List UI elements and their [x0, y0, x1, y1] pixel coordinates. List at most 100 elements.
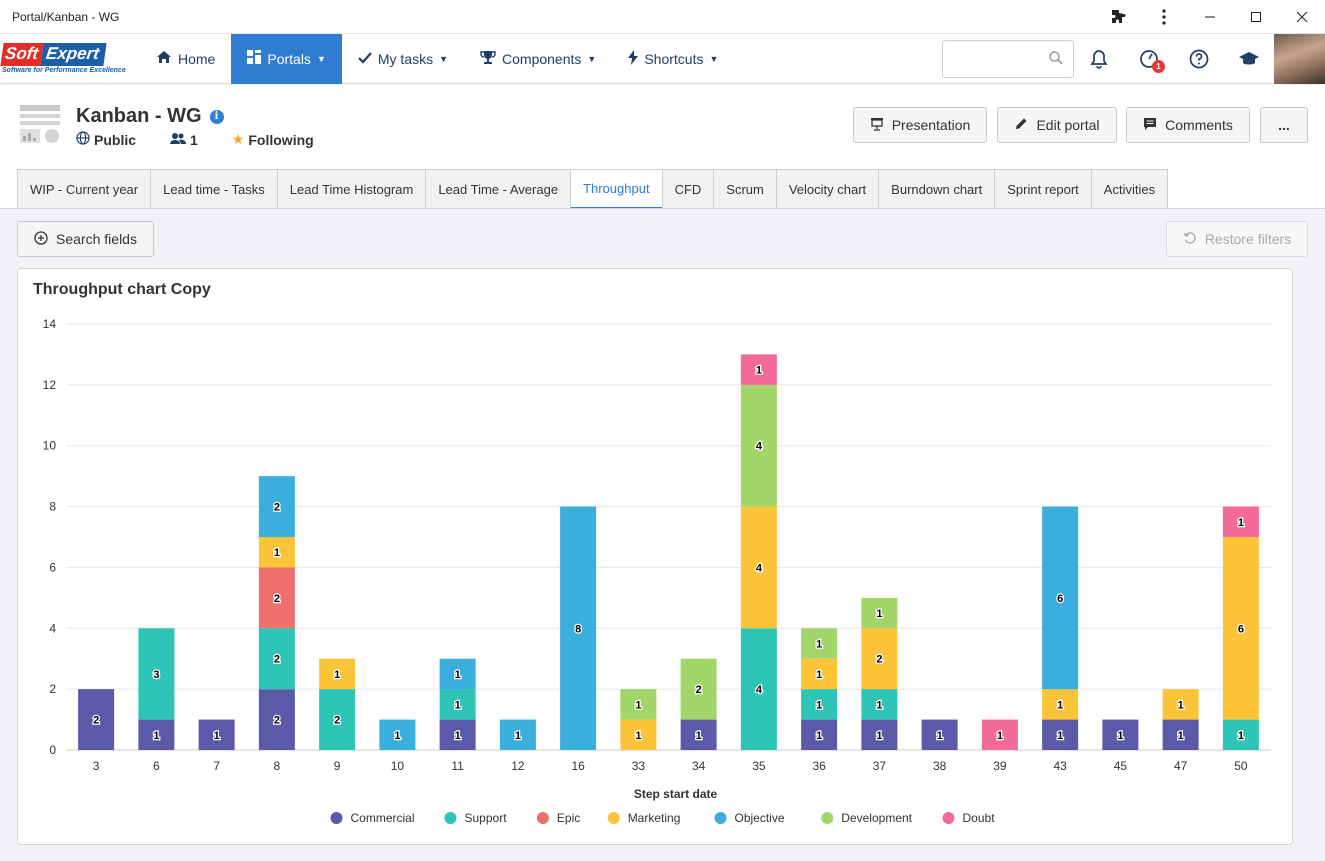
bar-segment[interactable] — [861, 719, 898, 750]
legend-swatch[interactable] — [942, 812, 955, 824]
bar-segment[interactable] — [499, 719, 536, 750]
maximize-icon[interactable] — [1233, 0, 1279, 34]
tab-scrum[interactable]: Scrum — [713, 169, 776, 209]
following-label: Following — [248, 131, 314, 148]
bar-segment[interactable] — [379, 719, 416, 750]
legend-swatch[interactable] — [607, 812, 620, 824]
legend-label[interactable]: Marketing — [628, 811, 681, 825]
following-indicator[interactable]: ★ Following — [232, 131, 314, 148]
bar-segment[interactable] — [620, 719, 657, 750]
bar-segment[interactable] — [439, 658, 476, 690]
search-icon[interactable] — [1049, 51, 1063, 68]
tab-sprint-report[interactable]: Sprint report — [994, 169, 1091, 209]
bar-segment[interactable] — [740, 506, 777, 629]
tab-activities[interactable]: Activities — [1090, 169, 1169, 209]
bar-segment[interactable] — [1042, 719, 1079, 750]
bar-segment[interactable] — [258, 689, 295, 750]
nav-my-tasks[interactable]: My tasks ▼ — [342, 34, 464, 84]
bar-segment[interactable] — [78, 689, 115, 750]
bar-segment[interactable] — [138, 719, 175, 750]
legend-swatch[interactable] — [821, 812, 834, 824]
nav-shortcuts[interactable]: Shortcuts ▼ — [612, 34, 734, 84]
bar-segment[interactable] — [680, 658, 717, 720]
edit-portal-button[interactable]: Edit portal — [997, 107, 1117, 143]
bar-segment[interactable] — [1042, 506, 1079, 690]
nav-home[interactable]: Home — [140, 34, 231, 84]
comments-button[interactable]: Comments — [1126, 107, 1250, 143]
tab-throughput[interactable]: Throughput — [570, 169, 662, 209]
restore-filters-label: Restore filters — [1204, 231, 1292, 247]
bar-segment[interactable] — [1222, 719, 1259, 750]
bar-segment[interactable] — [560, 506, 597, 750]
bar-segment[interactable] — [1222, 506, 1259, 537]
bar-segment[interactable] — [258, 476, 295, 537]
legend-swatch[interactable] — [536, 812, 549, 824]
nav-components[interactable]: Components ▼ — [464, 34, 612, 84]
legend-label[interactable]: Objective — [735, 811, 785, 825]
user-avatar[interactable] — [1274, 34, 1325, 84]
help-icon[interactable] — [1187, 47, 1211, 71]
legend-label[interactable]: Commercial — [351, 811, 415, 825]
bar-segment[interactable] — [1042, 689, 1079, 720]
bar-segment[interactable] — [138, 628, 175, 720]
legend-label[interactable]: Epic — [557, 811, 580, 825]
presentation-button[interactable]: Presentation — [853, 107, 987, 143]
legend-swatch[interactable] — [330, 812, 343, 824]
bar-segment[interactable] — [801, 658, 838, 690]
minimize-icon[interactable] — [1187, 0, 1233, 34]
tab-lead-time-histogram[interactable]: Lead Time Histogram — [276, 169, 426, 209]
bar-segment[interactable] — [861, 597, 898, 629]
bar-segment[interactable] — [740, 628, 777, 750]
restore-filters-button[interactable]: Restore filters — [1166, 221, 1308, 257]
task-gauge-icon[interactable]: 1 — [1137, 47, 1165, 73]
bar-segment[interactable] — [1222, 537, 1259, 720]
bar-segment[interactable] — [861, 689, 898, 720]
bar-segment[interactable] — [319, 658, 356, 690]
bell-icon[interactable] — [1087, 47, 1111, 71]
bar-segment[interactable] — [1162, 689, 1199, 720]
bar-segment[interactable] — [620, 689, 657, 720]
softexpert-logo[interactable]: Soft Expert Software for Performance Exc… — [0, 34, 140, 84]
tab-lead-time-tasks[interactable]: Lead time - Tasks — [150, 169, 277, 209]
more-options-button[interactable]: ... — [1260, 107, 1308, 143]
tab-velocity-chart[interactable]: Velocity chart — [775, 169, 879, 209]
bar-segment[interactable] — [740, 354, 777, 385]
legend-swatch[interactable] — [444, 812, 457, 824]
bar-segment[interactable] — [1102, 719, 1139, 750]
members-indicator[interactable]: 1 — [170, 132, 198, 148]
data-label: 1 — [696, 730, 702, 742]
tab-wip-current-year[interactable]: WIP - Current year — [17, 169, 151, 209]
bar-segment[interactable] — [861, 628, 898, 690]
search-input[interactable] — [943, 41, 1043, 77]
bar-segment[interactable] — [740, 384, 777, 507]
bar-segment[interactable] — [258, 628, 295, 690]
tab-burndown-chart[interactable]: Burndown chart — [878, 169, 995, 209]
bar-segment[interactable] — [801, 628, 838, 659]
legend-swatch[interactable] — [714, 812, 727, 824]
bar-segment[interactable] — [981, 719, 1018, 750]
extensions-icon[interactable] — [1095, 0, 1141, 34]
info-icon[interactable]: i — [209, 109, 224, 124]
legend-label[interactable]: Development — [841, 811, 912, 825]
legend-label[interactable]: Support — [465, 811, 508, 825]
legend-label[interactable]: Doubt — [963, 811, 996, 825]
bar-segment[interactable] — [801, 689, 838, 720]
star-icon: ★ — [231, 131, 245, 147]
graduation-cap-icon[interactable] — [1237, 47, 1261, 71]
close-icon[interactable] — [1279, 0, 1325, 34]
bar-segment[interactable] — [198, 719, 235, 750]
bar-segment[interactable] — [439, 689, 476, 720]
tab-cfd[interactable]: CFD — [661, 169, 714, 209]
nav-portals[interactable]: Portals ▼ — [231, 33, 342, 84]
bar-segment[interactable] — [319, 689, 356, 750]
bar-segment[interactable] — [258, 537, 295, 568]
bar-segment[interactable] — [1162, 719, 1199, 750]
bar-segment[interactable] — [258, 567, 295, 629]
bar-segment[interactable] — [801, 719, 838, 750]
bar-segment[interactable] — [921, 719, 958, 750]
search-fields-button[interactable]: Search fields — [17, 221, 154, 257]
tab-lead-time-average[interactable]: Lead Time - Average — [425, 169, 571, 209]
bar-segment[interactable] — [439, 719, 476, 750]
kebab-menu-icon[interactable] — [1141, 0, 1187, 34]
bar-segment[interactable] — [680, 719, 717, 750]
